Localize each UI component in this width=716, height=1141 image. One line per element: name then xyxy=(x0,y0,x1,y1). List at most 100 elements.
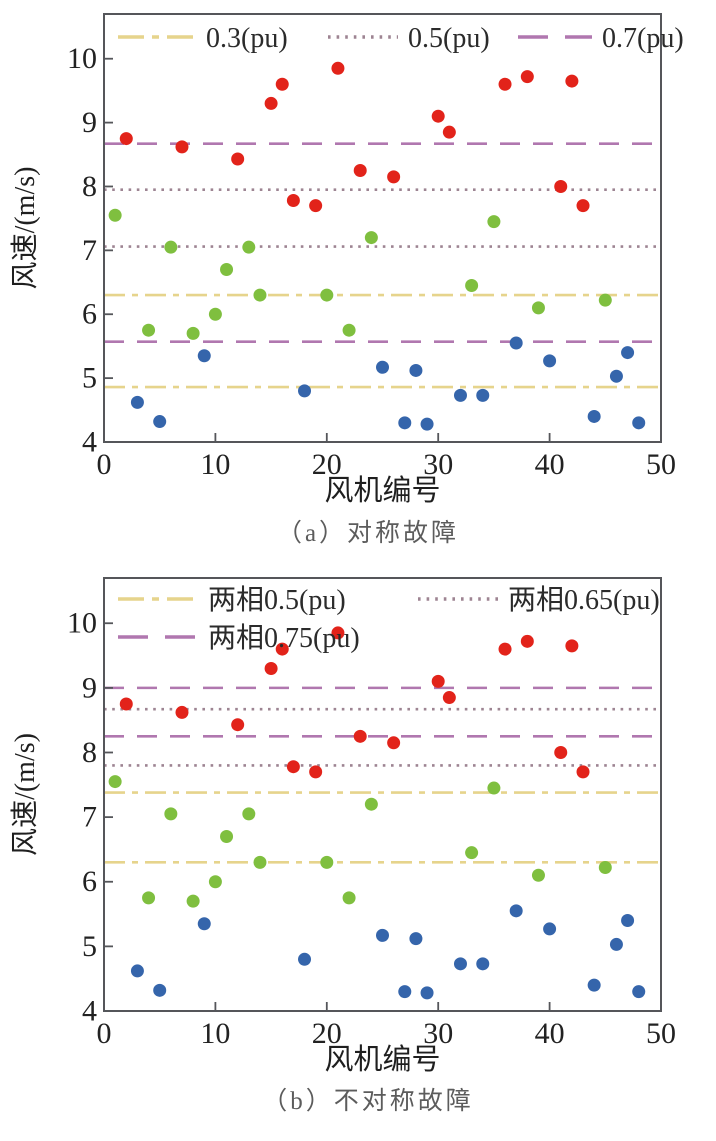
scatter-point-low-wind-blue xyxy=(609,937,623,951)
scatter-point-mid-wind-green xyxy=(320,855,334,869)
scatter-point-high-wind-red xyxy=(576,765,590,779)
y-tick-label: 5 xyxy=(82,362,97,395)
scatter-point-mid-wind-green xyxy=(164,807,178,821)
legend-label: 两相0.5(pu) xyxy=(208,584,346,616)
plot-frame xyxy=(103,577,662,1012)
scatter-point-mid-wind-green xyxy=(186,894,200,908)
plot-frame xyxy=(103,13,662,443)
scatter-point-mid-wind-green xyxy=(531,868,545,882)
scatter-point-mid-wind-green xyxy=(598,861,612,875)
scatter-point-low-wind-blue xyxy=(476,388,490,402)
scatter-point-mid-wind-green xyxy=(164,240,178,254)
scatter-point-low-wind-blue xyxy=(476,957,490,971)
scatter-point-low-wind-blue xyxy=(509,904,523,918)
scatter-point-high-wind-red xyxy=(331,61,345,75)
scatter-point-high-wind-red xyxy=(431,109,445,123)
scatter-point-high-wind-red xyxy=(554,179,568,193)
scatter-point-mid-wind-green xyxy=(242,240,256,254)
scatter-point-high-wind-red xyxy=(286,194,300,208)
scatter-point-mid-wind-green xyxy=(108,775,122,789)
scatter-point-low-wind-blue xyxy=(509,336,523,350)
scatter-point-low-wind-blue xyxy=(409,932,423,946)
y-tick-label: 4 xyxy=(82,995,97,1028)
scatter-point-low-wind-blue xyxy=(587,409,601,423)
caption-b: （b）不对称故障 xyxy=(262,1088,474,1115)
scatter-point-high-wind-red xyxy=(498,77,512,91)
scatter-point-high-wind-red xyxy=(498,642,512,656)
scatter-point-mid-wind-green xyxy=(531,301,545,315)
y-tick-label: 8 xyxy=(82,170,97,203)
x-tick-label: 10 xyxy=(200,1017,230,1050)
scatter-point-high-wind-red xyxy=(331,626,345,640)
y-tick-label: 7 xyxy=(82,801,97,834)
scatter-point-mid-wind-green xyxy=(598,293,612,307)
scatter-point-mid-wind-green xyxy=(487,781,501,795)
legend-label: 两相0.75(pu) xyxy=(208,622,360,654)
scatter-point-high-wind-red xyxy=(119,132,133,146)
scatter-point-low-wind-blue xyxy=(543,354,557,368)
y-tick-label: 6 xyxy=(82,298,97,331)
scatter-point-high-wind-red xyxy=(275,77,289,91)
y-tick-label: 6 xyxy=(82,865,97,898)
scatter-point-mid-wind-green xyxy=(208,875,222,889)
scatter-point-high-wind-red xyxy=(442,691,456,705)
legend-label: 0.5(pu) xyxy=(408,23,490,54)
scatter-point-low-wind-blue xyxy=(130,964,144,978)
scatter-point-low-wind-blue xyxy=(587,978,601,992)
scatter-point-low-wind-blue xyxy=(197,349,211,363)
scatter-point-high-wind-red xyxy=(275,642,289,656)
scatter-chart-asymmetric-fault: 0 10 20 30 40 50 4 5 6 7 8 9 10 风机编号 风速/(m/s) 两相0.5(pu)… xyxy=(10,577,676,1076)
x-tick-label: 10 xyxy=(200,448,230,481)
scatter-point-high-wind-red xyxy=(387,736,401,750)
scatter-point-mid-wind-green xyxy=(142,891,156,905)
scatter-point-mid-wind-green xyxy=(364,797,378,811)
scatter-point-high-wind-red xyxy=(231,718,245,732)
x-tick-label: 50 xyxy=(646,448,676,481)
x-tick-label: 50 xyxy=(646,1017,676,1050)
y-tick-label: 10 xyxy=(67,42,97,75)
scatter-point-mid-wind-green xyxy=(253,855,267,869)
scatter-point-low-wind-blue xyxy=(130,395,144,409)
x-tick-label: 30 xyxy=(423,448,453,481)
scatter-point-high-wind-red xyxy=(119,697,133,711)
scatter-point-low-wind-blue xyxy=(420,417,434,431)
scatter-point-high-wind-red xyxy=(309,765,323,779)
scatter-point-low-wind-blue xyxy=(632,416,646,430)
scatter-point-low-wind-blue xyxy=(621,914,635,928)
x-axis-title: 风机编号 xyxy=(324,474,440,507)
scatter-point-high-wind-red xyxy=(264,661,278,675)
scatter-point-high-wind-red xyxy=(442,125,456,139)
scatter-point-low-wind-blue xyxy=(398,416,412,430)
scatter-point-high-wind-red xyxy=(520,70,534,84)
scatter-point-low-wind-blue xyxy=(197,917,211,931)
scatter-point-high-wind-red xyxy=(264,96,278,110)
scatter-point-low-wind-blue xyxy=(376,928,389,942)
scatter-point-mid-wind-green xyxy=(342,323,356,337)
x-tick-label: 0 xyxy=(97,1017,112,1050)
scatter-point-low-wind-blue xyxy=(153,415,167,429)
y-tick-label: 4 xyxy=(82,426,97,459)
y-tick-label: 5 xyxy=(82,930,97,963)
x-tick-label: 0 xyxy=(97,448,112,481)
scatter-point-mid-wind-green xyxy=(465,278,479,292)
y-axis-title: 风速/(m/s) xyxy=(10,733,41,856)
x-tick-label: 20 xyxy=(312,448,342,481)
y-tick-label: 9 xyxy=(82,671,97,704)
scatter-point-low-wind-blue xyxy=(543,922,557,936)
scatter-point-mid-wind-green xyxy=(487,215,501,229)
legend-label: 两相0.65(pu) xyxy=(508,584,660,616)
x-tick-label: 40 xyxy=(535,448,565,481)
scatter-point-mid-wind-green xyxy=(186,326,200,340)
caption-a: （a）对称故障 xyxy=(276,520,460,547)
scatter-chart-symmetric-fault: 0 10 20 30 40 50 4 5 6 7 8 9 10 风机编号 风速/(m/s) 0.3(pu) 0.… xyxy=(10,13,684,507)
y-tick-label: 7 xyxy=(82,234,97,267)
scatter-point-high-wind-red xyxy=(286,760,300,774)
scatter-point-high-wind-red xyxy=(431,674,445,688)
scatter-point-high-wind-red xyxy=(309,199,323,213)
scatter-point-high-wind-red xyxy=(353,729,367,743)
scatter-point-mid-wind-green xyxy=(208,307,222,321)
legend-label: 0.7(pu) xyxy=(602,23,684,54)
scatter-point-high-wind-red xyxy=(565,74,579,88)
scatter-point-high-wind-red xyxy=(175,705,189,719)
scatter-point-low-wind-blue xyxy=(409,363,423,377)
